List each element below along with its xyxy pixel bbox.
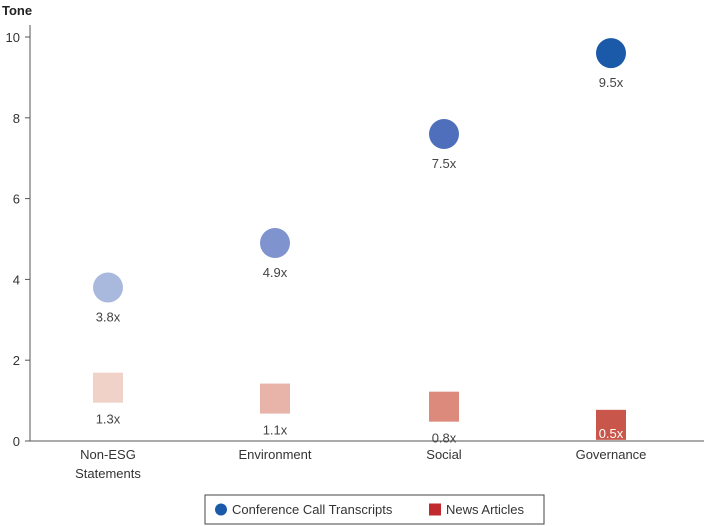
data-label: 4.9x: [263, 265, 288, 280]
data-point-circle: [93, 272, 123, 303]
y-tick-label: 4: [13, 272, 20, 287]
data-point-circle: [596, 38, 626, 69]
legend-square-icon: [429, 503, 441, 516]
data-point-square: [93, 372, 123, 403]
x-tick-label: Governance: [576, 447, 647, 462]
data-label: 0.5x: [599, 426, 624, 441]
data-point-square: [260, 383, 290, 414]
data-label: 9.5x: [599, 75, 624, 90]
y-tick-label: 0: [13, 434, 20, 449]
data-label: 1.3x: [96, 412, 121, 427]
y-tick-label: 10: [6, 30, 20, 45]
x-axis: Non-ESG Statements Environment Social Govern…: [30, 440, 704, 481]
y-tick-label: 8: [13, 111, 20, 126]
legend-label[interactable]: News Articles: [446, 502, 525, 517]
legend-circle-icon: [215, 503, 227, 516]
x-tick-label: Social: [426, 447, 462, 462]
data-label: 1.1x: [263, 423, 288, 438]
y-axis: 0 2 4 6 8 10: [6, 25, 31, 449]
y-tick-label: 2: [13, 353, 20, 368]
legend[interactable]: Conference Call Transcripts News Articles: [204, 494, 545, 525]
plot-area: 3.8x 4.9x 7.5x 9.5x 1.3x 1.1x 0.8x 0.5x: [93, 38, 626, 446]
x-tick-label: Environment: [239, 447, 312, 462]
legend-box: [204, 494, 545, 525]
data-point-square: [429, 391, 459, 422]
legend-label[interactable]: Conference Call Transcripts: [232, 502, 393, 517]
x-tick-label: Non-ESG Statements: [75, 447, 141, 481]
data-point-square: [596, 409, 626, 440]
data-label: 3.8x: [96, 309, 121, 324]
y-axis-title: Tone: [2, 3, 32, 18]
y-tick-label: 6: [13, 192, 20, 207]
data-point-circle: [429, 118, 459, 149]
data-point-circle: [260, 228, 290, 259]
data-label: 0.8x: [432, 431, 457, 446]
data-label: 7.5x: [432, 156, 457, 171]
